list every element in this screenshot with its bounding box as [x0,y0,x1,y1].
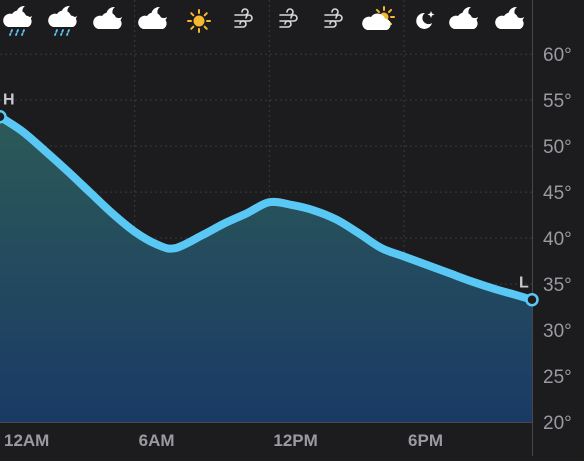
wind-stroke [324,14,343,22]
sun-ray [387,8,393,14]
wind-stroke [324,20,337,28]
temperature-area-fill [0,116,532,422]
wind-stroke [234,14,253,22]
partly-sunny-icon [362,6,395,30]
low-label: L [519,275,529,292]
sun-ray [375,8,381,14]
partly-cloudy-night-icon [495,6,524,29]
cloud-shape [93,12,122,30]
x-tick-label: 12AM [4,431,49,450]
temperature-line [0,112,536,304]
star-shape [427,11,435,18]
sun-disc [193,15,205,27]
sun-ray [190,25,195,30]
cloudy-night-rain-icon [3,5,32,36]
y-tick-label: 50° [543,137,572,158]
sunny-icon [187,9,211,33]
x-axis-labels: 12AM 6AM 12PM 6PM [4,431,443,450]
y-tick-label: 40° [543,229,572,250]
wind-stroke [234,8,249,16]
sun-ray [203,25,208,30]
cloud-shape [3,10,32,27]
y-tick-label: 35° [543,275,572,296]
y-tick-label: 25° [543,367,572,388]
chart-line [0,112,536,304]
y-tick-label: 45° [543,183,572,204]
y-tick-label: 60° [543,45,572,66]
y-tick-label: 30° [543,321,572,342]
high-point-marker [0,109,7,124]
raindrop [9,29,13,36]
cloud-shape [362,13,391,30]
y-tick-label: 55° [543,91,572,112]
raindrop [15,29,19,36]
partly-cloudy-night-icon [93,6,122,30]
wind-stroke [279,20,292,28]
cloud-shape [449,12,478,29]
clear-night-icon [416,11,435,29]
cloudy-night-rain-icon [48,5,77,36]
y-axis-labels: 60° 55° 50° 45° 40° 35° 30° 25° 20° [543,45,572,434]
raindrop [21,29,25,36]
windy-icon [324,8,343,28]
raindrop [54,29,58,36]
wind-stroke [279,8,294,16]
sun-ray [190,12,195,17]
windy-icon [234,8,253,28]
low-point-marker [525,292,539,307]
sun-ray [203,12,208,17]
raindrop [66,29,70,36]
x-tick-label: 6AM [139,431,175,450]
wind-stroke [279,14,298,22]
cloud-shape [138,12,167,29]
windy-icon [279,8,298,28]
x-tick-label: 6PM [408,431,443,450]
x-tick-label: 12PM [273,431,317,450]
wind-stroke [234,20,247,28]
wind-stroke [324,8,339,16]
moon-shape [416,12,432,29]
partly-cloudy-night-icon [138,6,167,29]
hourly-icons-row [3,5,524,36]
partly-cloudy-night-icon [449,6,478,29]
cloud-shape [48,10,77,27]
chart-area [0,116,532,422]
y-tick-label: 20° [543,413,572,434]
raindrop [60,29,64,36]
chart-markers: HL [0,92,539,307]
cloud-shape [495,12,524,29]
high-label: H [3,92,15,109]
